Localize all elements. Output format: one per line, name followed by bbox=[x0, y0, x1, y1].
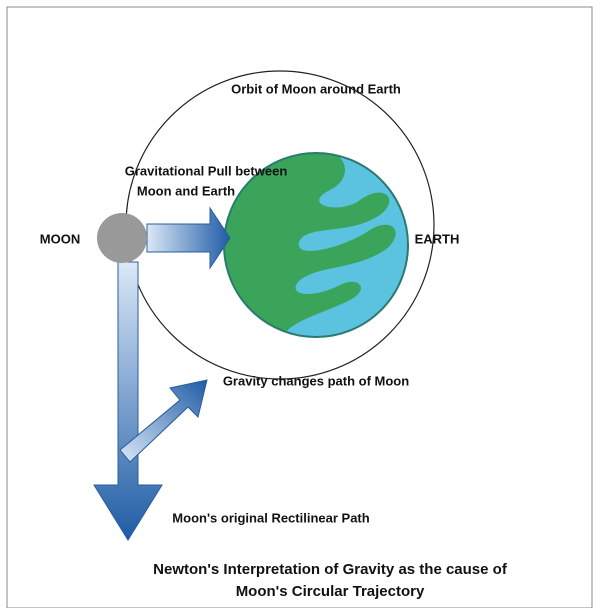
caption: Moon's Circular Trajectory bbox=[236, 583, 425, 600]
rectilinear-arrow bbox=[94, 262, 162, 540]
moon bbox=[97, 213, 147, 263]
caption: Newton's Interpretation of Gravity as th… bbox=[153, 561, 508, 578]
pull-label: Gravitational Pull between bbox=[125, 163, 288, 178]
pull-arrow bbox=[147, 208, 230, 268]
moon-label: MOON bbox=[40, 231, 80, 246]
diagram: Orbit of Moon around Earth Gravitational… bbox=[0, 0, 600, 608]
gravity-label: Gravity changes path of Moon bbox=[223, 373, 409, 388]
orbit-label: Orbit of Moon around Earth bbox=[231, 81, 401, 96]
earth-label: EARTH bbox=[415, 231, 460, 246]
pull-label: Moon and Earth bbox=[137, 183, 235, 198]
rectilinear-label: Moon's original Rectilinear Path bbox=[172, 510, 369, 525]
